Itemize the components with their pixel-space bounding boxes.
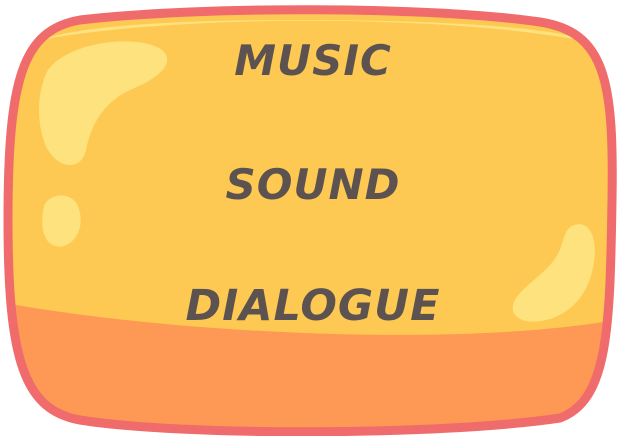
highlight-left-dot bbox=[42, 195, 81, 247]
music-option[interactable]: MUSIC bbox=[234, 36, 392, 85]
highlight-right bbox=[512, 224, 595, 322]
sound-option[interactable]: SOUND bbox=[225, 160, 401, 209]
dialogue-option[interactable]: DIALOGUE bbox=[185, 281, 441, 331]
panel-border bbox=[3, 5, 617, 436]
panel-bottom-shade bbox=[8, 302, 613, 432]
highlight-top-left bbox=[39, 41, 168, 165]
